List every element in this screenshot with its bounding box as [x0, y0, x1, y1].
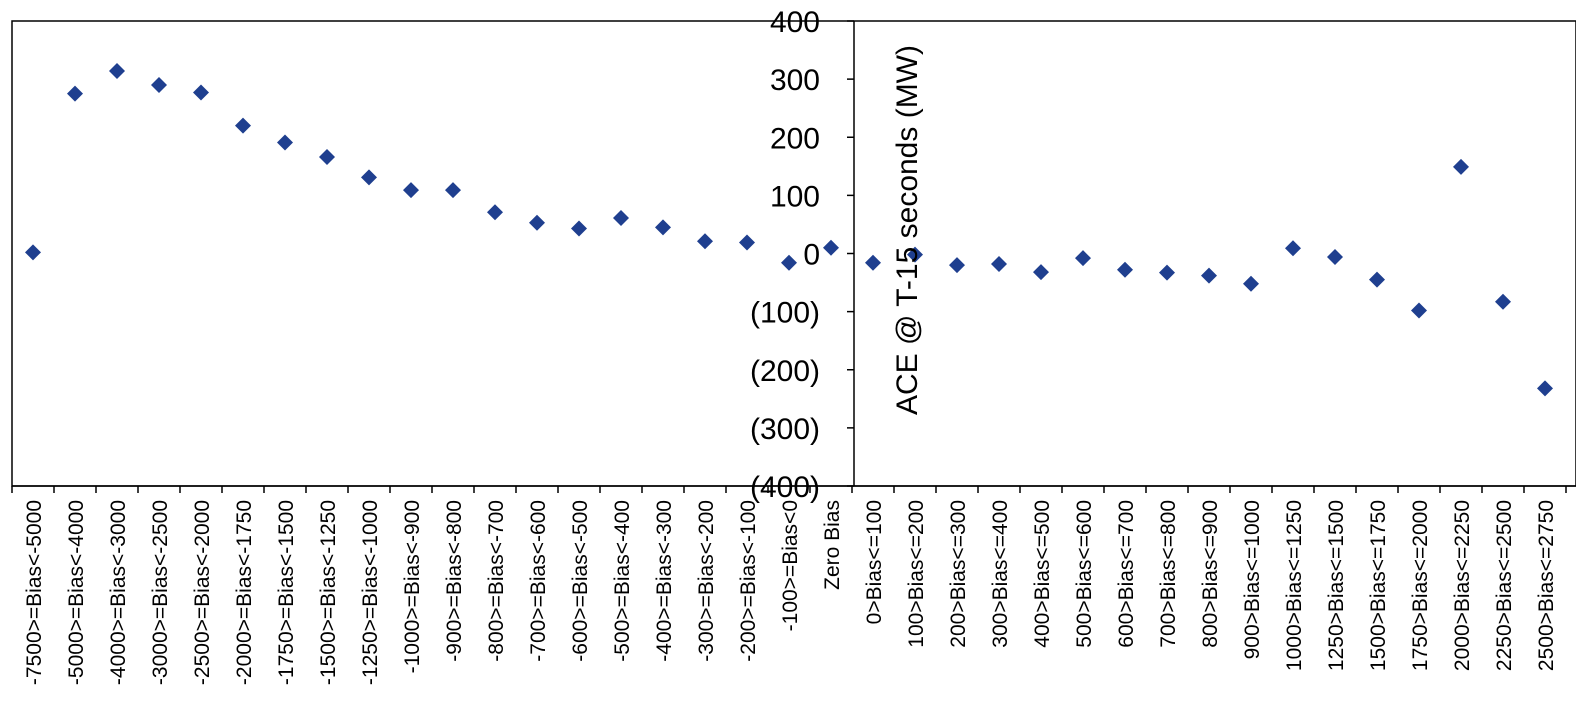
x-tick-label: -4000>=Bias<-3000: [107, 500, 130, 685]
x-tick-label: -500>=Bias<-400: [611, 500, 634, 662]
y-axis-ticks: 400 300 200 100 0 (100) (200) (300) (400): [750, 6, 854, 504]
x-tick-label: -200>=Bias<-100: [737, 500, 760, 662]
x-tick-label: -400>=Bias<-300: [653, 500, 676, 662]
data-point: [739, 234, 755, 251]
data-point: [697, 233, 713, 250]
data-point: [193, 84, 209, 101]
data-point: [1075, 250, 1091, 267]
y-tick-label: 200: [770, 122, 820, 155]
data-point: [991, 255, 1007, 272]
data-point: [1453, 158, 1469, 175]
x-tick-label: -2500>=Bias<-2000: [191, 500, 214, 685]
data-point: [319, 149, 335, 166]
x-tick-label: -5000>=Bias<-4000: [65, 500, 88, 685]
x-tick-label: 400>Bias<=500: [1031, 500, 1054, 648]
data-point: [655, 219, 671, 236]
data-point: [1285, 240, 1301, 257]
x-tick-label: -800>=Bias<-700: [485, 500, 508, 662]
data-point: [1201, 267, 1217, 284]
y-tick-label: (300): [750, 413, 820, 446]
data-point: [1537, 380, 1553, 397]
data-point: [1117, 261, 1133, 278]
data-point: [823, 239, 839, 256]
x-tick-label: 1250>Bias<=1500: [1325, 500, 1348, 671]
y-axis-label: ACE @ T-15 seconds (MW): [891, 45, 924, 415]
y-tick-label: (100): [750, 297, 820, 330]
x-tick-label: -900>=Bias<-800: [443, 500, 466, 662]
data-point: [403, 182, 419, 199]
y-tick-label: (400): [750, 471, 820, 504]
x-tick-label: 0>Bias<=100: [863, 500, 886, 624]
data-point: [1033, 264, 1049, 281]
data-point: [487, 204, 503, 221]
data-points: [25, 62, 1553, 397]
x-tick-label: -7500>=Bias<-5000: [23, 500, 46, 685]
x-tick-label: -3000>=Bias<-2500: [149, 500, 172, 685]
x-tick-label: 1000>Bias<=1250: [1283, 500, 1306, 671]
x-tick-label: -600>=Bias<-500: [569, 500, 592, 662]
data-point: [445, 182, 461, 199]
data-point: [781, 254, 797, 271]
y-tick-label: 100: [770, 180, 820, 213]
x-tick-label: -300>=Bias<-200: [695, 500, 718, 662]
x-tick-label: 700>Bias<=800: [1157, 500, 1180, 648]
x-tick-label: -700>=Bias<-600: [527, 500, 550, 662]
data-point: [1495, 293, 1511, 310]
x-tick-label: 2000>Bias<=2250: [1451, 500, 1474, 671]
data-point: [277, 134, 293, 151]
x-tick-label: 200>Bias<=300: [947, 500, 970, 648]
x-tick-label: -1500>=Bias<-1250: [317, 500, 340, 685]
data-point: [1411, 302, 1427, 319]
y-tick-label: (200): [750, 355, 820, 388]
data-point: [235, 117, 251, 134]
data-point: [571, 220, 587, 237]
x-tick-label: -1250>=Bias<-1000: [359, 500, 382, 685]
x-tick-label: 900>Bias<=1000: [1241, 500, 1264, 659]
x-tick-label: -100>=Bias<0: [779, 500, 802, 631]
y-tick-label: 0: [803, 239, 820, 272]
x-tick-label: -1750>=Bias<-1500: [275, 500, 298, 685]
data-point: [529, 214, 545, 231]
data-point: [1243, 275, 1259, 292]
data-point: [25, 244, 41, 261]
y-tick-label: 400: [770, 6, 820, 39]
data-point: [361, 169, 377, 186]
data-point: [865, 254, 881, 271]
data-point: [151, 76, 167, 93]
x-tick-label: 600>Bias<=700: [1115, 500, 1138, 648]
data-point: [613, 210, 629, 227]
x-tick-label: 2250>Bias<=2500: [1493, 500, 1516, 671]
x-tick-label: 2500>Bias<=2750: [1535, 500, 1558, 671]
x-tick-label: 300>Bias<=400: [989, 500, 1012, 648]
x-tick-label: 1750>Bias<=2000: [1409, 500, 1432, 671]
data-point: [109, 62, 125, 79]
y-tick-label: 300: [770, 64, 820, 97]
data-point: [1159, 264, 1175, 281]
x-tick-label: -1000>=Bias<-900: [401, 500, 424, 673]
x-axis-ticks: [11, 486, 1567, 493]
data-point: [67, 85, 83, 102]
x-tick-label: -2000>=Bias<-1750: [233, 500, 256, 685]
x-tick-label: 800>Bias<=900: [1199, 500, 1222, 648]
data-point: [949, 257, 965, 274]
data-point: [1369, 271, 1385, 288]
x-tick-label: 500>Bias<=600: [1073, 500, 1096, 648]
data-point: [1327, 248, 1343, 265]
x-tick-label: Zero Bias: [821, 500, 844, 590]
x-tick-label: 100>Bias<=200: [905, 500, 928, 648]
x-tick-label: 1500>Bias<=1750: [1367, 500, 1390, 671]
x-axis-tick-labels: -7500>=Bias<-5000 -5000>=Bias<-4000 -4000>…: [23, 500, 1558, 685]
data-point: [907, 246, 923, 263]
